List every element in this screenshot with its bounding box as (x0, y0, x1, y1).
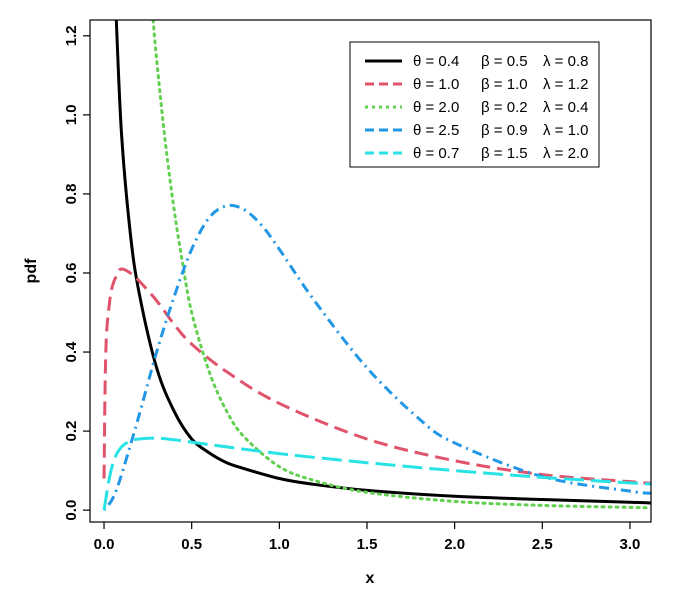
series-line-2 (102, 267, 651, 485)
series-line-1 (114, 20, 651, 505)
x-axis-title: x (366, 570, 375, 587)
legend-lambda-1: λ = 0.8 (543, 53, 588, 70)
series-line-5 (102, 436, 651, 511)
legend-beta-1: β = 0.5 (481, 53, 528, 70)
legend-theta-2: θ = 1.0 (413, 76, 459, 93)
legend-lambda-3: λ = 0.4 (543, 99, 588, 116)
legend-theta-4: θ = 2.5 (413, 122, 459, 139)
series-line-3 (151, 20, 651, 510)
legend-box (349, 41, 600, 168)
x-tick-label: 0.0 (94, 536, 115, 553)
legend-lambda-5: λ = 2.0 (543, 145, 588, 162)
series-layer (102, 20, 651, 512)
y-axis-title: pdf (23, 258, 40, 284)
x-tick-label: 3.0 (620, 536, 641, 553)
legend-lambda-4: λ = 1.0 (543, 122, 588, 139)
x-tick-label: 2.5 (532, 536, 553, 553)
y-tick-label: 0.4 (63, 341, 80, 363)
legend-beta-3: β = 0.2 (481, 99, 528, 116)
y-tick-label: 1.0 (63, 104, 80, 125)
legend-beta-5: β = 1.5 (481, 145, 528, 162)
y-tick-label: 0.6 (63, 263, 80, 284)
series-line-4 (102, 203, 651, 512)
x-tick-label: 0.5 (181, 536, 202, 553)
x-tick-label: 1.5 (357, 536, 378, 553)
x-tick-label: 2.0 (444, 536, 465, 553)
y-axis: 0.0 0.2 0.4 0.6 0.8 1.0 1.2 (63, 25, 90, 521)
legend-theta-3: θ = 2.0 (413, 99, 459, 116)
x-axis: 0.0 0.5 1.0 1.5 2.0 2.5 3.0 (94, 522, 641, 553)
y-tick-label: 0.2 (63, 421, 80, 442)
plot-frame (89, 19, 652, 523)
x-tick-label: 1.0 (269, 536, 290, 553)
legend-beta-4: β = 0.9 (481, 122, 528, 139)
y-tick-label: 0.0 (63, 500, 80, 521)
legend-theta-1: θ = 0.4 (413, 53, 459, 70)
y-tick-label: 0.8 (63, 183, 80, 204)
y-tick-label: 1.2 (63, 25, 80, 46)
legend: θ = 0.4 β = 0.5 λ = 0.8 θ = 1.0 β = 1.0 λ = 1… (349, 41, 600, 168)
legend-theta-5: θ = 0.7 (413, 145, 459, 162)
legend-beta-2: β = 1.0 (481, 76, 528, 93)
legend-lambda-2: λ = 1.2 (543, 76, 588, 93)
